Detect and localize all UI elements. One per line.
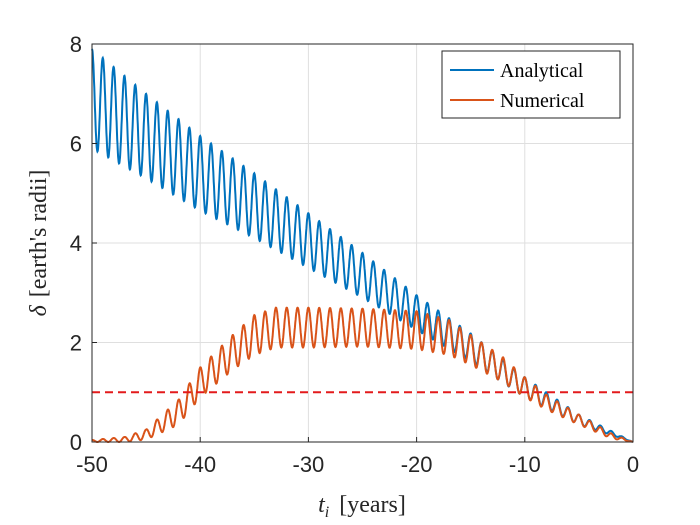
series-layer (91, 48, 634, 443)
x-tick-label: -10 (509, 452, 541, 477)
y-tick-label: 2 (70, 331, 82, 356)
legend-label-analytical: Analytical (500, 60, 584, 82)
y-tick-label: 8 (70, 32, 82, 57)
legend-box (441, 50, 621, 119)
y-tick-label: 0 (70, 430, 82, 455)
y-tick-label: 4 (70, 231, 82, 256)
ticks: -50 -40 -30 -20 -10 0 0 2 4 6 8 (70, 32, 639, 477)
x-tick-label: -20 (401, 452, 433, 477)
series-numerical-line (92, 306, 634, 443)
x-tick-label: 0 (627, 452, 639, 477)
y-tick-label: 6 (70, 132, 82, 157)
y-axis-label: δ[earth's radii] (26, 170, 52, 317)
legend: Analytical Numerical (441, 50, 621, 119)
x-tick-label: -40 (184, 452, 216, 477)
legend-label-numerical: Numerical (500, 90, 585, 112)
x-tick-label: -30 (293, 452, 325, 477)
x-tick-label: -50 (76, 452, 108, 477)
x-axis-label: ti [years] (318, 492, 406, 521)
